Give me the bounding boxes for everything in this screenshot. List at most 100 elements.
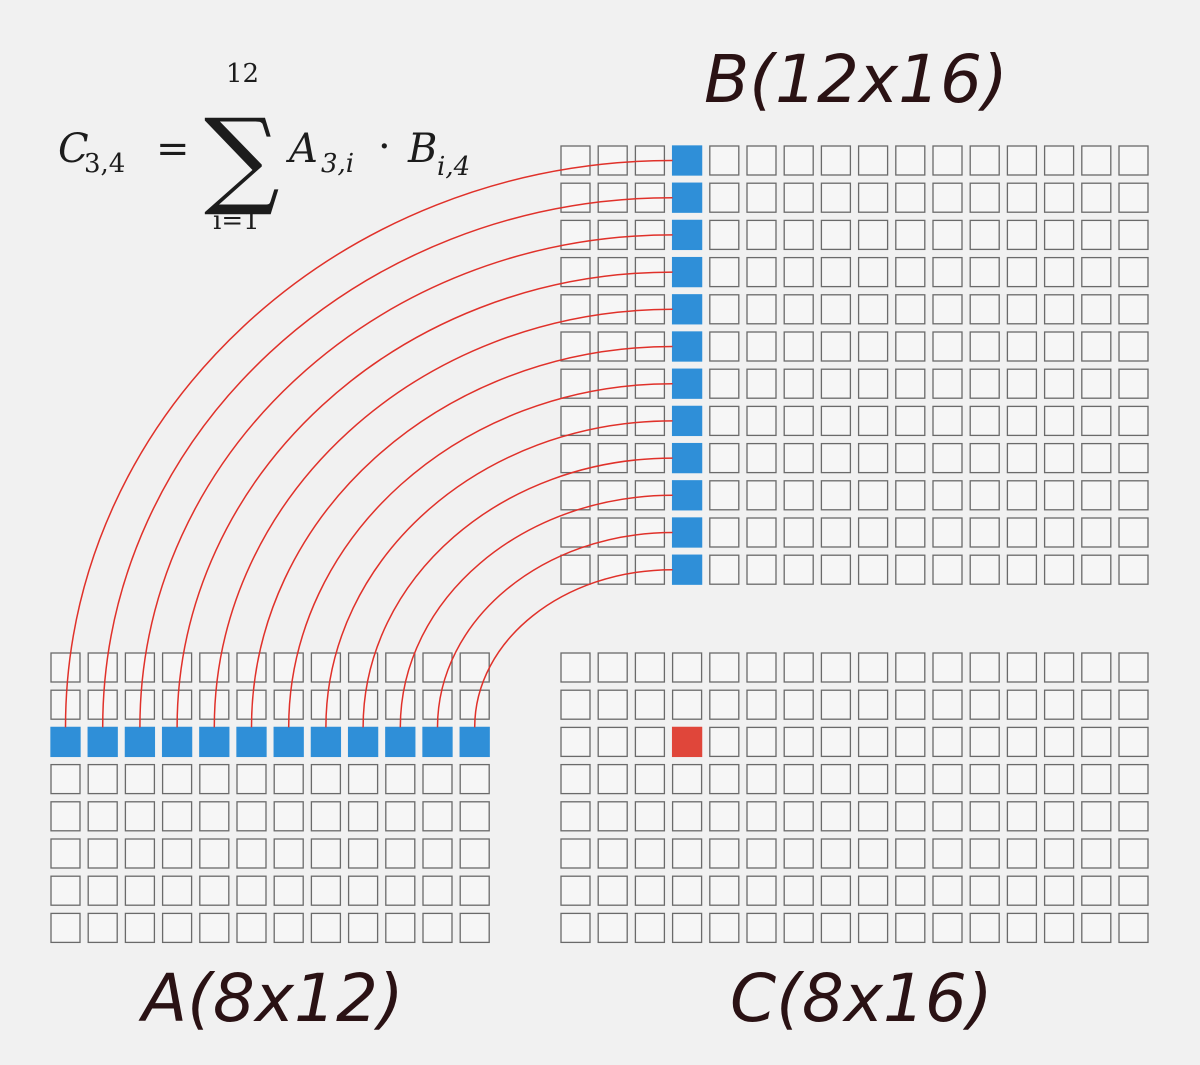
matrix-a-cell xyxy=(199,838,230,869)
matrix-c-cell xyxy=(932,726,963,758)
matrix-b-cell xyxy=(1043,517,1075,548)
matrix-a-cell xyxy=(422,875,453,906)
matrix-c-cell xyxy=(1043,689,1075,720)
matrix-a-cell xyxy=(459,912,490,944)
matrix-c-cell xyxy=(671,875,703,906)
matrix-c-cell xyxy=(746,689,777,720)
matrix-c-cell xyxy=(857,912,889,944)
matrix-b-cell xyxy=(746,442,777,474)
connector-arc xyxy=(213,308,673,728)
matrix-b-cell xyxy=(1081,219,1112,251)
matrix-a-cell xyxy=(347,801,379,832)
matrix-c-cell xyxy=(932,875,963,906)
matrix-a-cell xyxy=(199,801,230,832)
matrix-a-cell xyxy=(50,801,81,832)
matrix-a-cell xyxy=(310,801,342,832)
matrix-b-cell xyxy=(560,368,591,399)
matrix-a-cell xyxy=(347,875,379,906)
matrix-b-cell xyxy=(857,442,889,474)
formula-term-b-subscript: i,4 xyxy=(437,152,470,182)
matrix-c-cell xyxy=(857,838,889,869)
matrix-b-cell xyxy=(969,182,1000,213)
matrix-b-cell xyxy=(932,145,963,176)
matrix-b-cell xyxy=(783,145,814,176)
matrix-b-cell xyxy=(820,368,852,399)
matrix-b-cell xyxy=(820,480,852,511)
matrix-b-cell xyxy=(1118,256,1149,288)
matrix-b-cell xyxy=(783,219,814,251)
matrix-c-cell xyxy=(560,838,591,869)
matrix-c-cell xyxy=(634,726,666,758)
matrix-b-cell xyxy=(709,554,740,585)
matrix-a-cell xyxy=(310,763,342,795)
matrix-b-cell xyxy=(746,331,777,362)
matrix-b-cell xyxy=(597,442,628,474)
matrix-c-cell xyxy=(895,912,926,944)
matrix-c-cell xyxy=(1006,689,1038,720)
matrix-c-cell xyxy=(895,801,926,832)
matrix-c-cell xyxy=(709,689,740,720)
matrix-b-cell xyxy=(1118,145,1149,176)
matrix-b-cell xyxy=(1006,405,1038,437)
matrix-b-cell xyxy=(969,480,1000,511)
matrix-a-cell xyxy=(422,838,453,869)
matrix-b-cell xyxy=(895,145,926,176)
matrix-b-cell xyxy=(857,517,889,548)
formula-equals: = xyxy=(156,126,190,172)
matrix-c-cell xyxy=(895,763,926,795)
sum-lower-limit: i=1 xyxy=(213,206,260,236)
matrix-b-highlighted-cell xyxy=(671,517,703,548)
matrix-b-cell xyxy=(895,182,926,213)
matrix-c-cell xyxy=(969,763,1000,795)
matrix-b-cell xyxy=(1118,294,1149,325)
matrix-c-cell xyxy=(1043,912,1075,944)
formula-term-b: B xyxy=(407,126,437,172)
matrix-b-cell xyxy=(597,219,628,251)
matrix-b-cell xyxy=(1043,182,1075,213)
matrix-b-cell xyxy=(895,331,926,362)
matrix-b-cell xyxy=(783,256,814,288)
matrix-b-cell xyxy=(783,405,814,437)
matrix-a-cell xyxy=(422,801,453,832)
formula-term-a: A xyxy=(285,126,318,172)
matrix-b-cell xyxy=(560,145,591,176)
matrix-b-cell xyxy=(709,145,740,176)
matrix-b-cell xyxy=(1006,331,1038,362)
matrix-c-cell xyxy=(634,689,666,720)
matrix-b-highlighted-cell xyxy=(671,368,703,399)
matrix-b-cell xyxy=(932,517,963,548)
matrix-b-cell xyxy=(1043,256,1075,288)
matrix-c-cell xyxy=(895,726,926,758)
matrix-b-cell xyxy=(597,182,628,213)
matrix-a-cell xyxy=(124,912,156,944)
matrix-b-grid xyxy=(560,145,1149,585)
matrix-b-cell xyxy=(1118,368,1149,399)
matrix-b-cell xyxy=(969,368,1000,399)
matrix-c-cell xyxy=(634,912,666,944)
matrix-c-cell xyxy=(895,652,926,683)
matrix-c-cell xyxy=(709,801,740,832)
matrix-b-cell xyxy=(597,405,628,437)
matrix-b-cell xyxy=(932,480,963,511)
connector-arc xyxy=(436,531,673,728)
connector-arc xyxy=(473,568,673,728)
matrix-b-cell xyxy=(746,219,777,251)
matrix-a-cell xyxy=(236,912,267,944)
matrix-c-cell xyxy=(1081,726,1112,758)
matrix-b-cell xyxy=(1081,256,1112,288)
matrix-a-cell xyxy=(310,652,342,683)
matrix-a-label: A(8x12) xyxy=(138,960,404,1037)
matrix-b-cell xyxy=(746,480,777,511)
matrix-b-cell xyxy=(857,480,889,511)
matrix-c-cell xyxy=(709,763,740,795)
matrix-c-cell xyxy=(634,801,666,832)
matrix-c-cell xyxy=(597,801,628,832)
matrix-b-cell xyxy=(1118,517,1149,548)
matrix-c-cell xyxy=(783,763,814,795)
matrix-b-cell xyxy=(1081,405,1112,437)
matrix-c-cell xyxy=(820,763,852,795)
matrix-c-cell xyxy=(746,726,777,758)
matrix-b-cell xyxy=(1006,256,1038,288)
matrix-b-cell xyxy=(857,554,889,585)
matrix-b-cell xyxy=(597,517,628,548)
